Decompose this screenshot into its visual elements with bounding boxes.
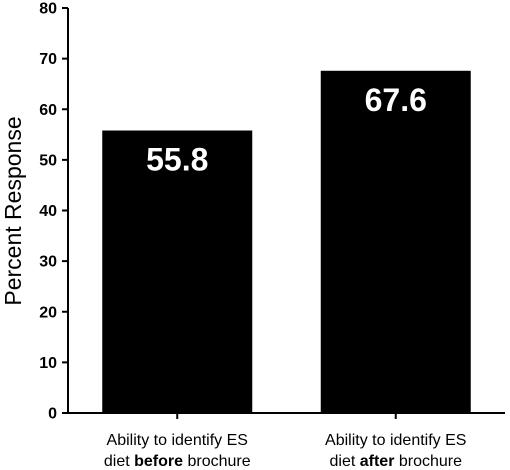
labels: 55.8 Ability to identify ES diet before br…: [104, 82, 467, 470]
x-category-label: Ability to identify ES: [107, 432, 248, 449]
x-category-label: Ability to identify ES: [325, 432, 466, 449]
bar-data-label: 67.6: [365, 82, 427, 118]
x-category-label-part: diet: [104, 453, 134, 470]
x-category-label-part: brochure: [394, 453, 462, 470]
x-category-label: diet after brochure: [329, 453, 462, 470]
x-category-label: diet before brochure: [104, 453, 251, 470]
axes: 0 10 20 30 40 50 60 70 80: [39, 1, 505, 423]
x-category-label-emphasis: after: [360, 453, 395, 470]
y-tick-label: 80: [39, 1, 57, 18]
y-tick-label: 10: [39, 355, 57, 372]
y-axis-label: Percent Response: [0, 116, 26, 305]
y-tick-label: 70: [39, 51, 57, 68]
bar: [102, 130, 253, 413]
x-category-label-part: brochure: [183, 453, 251, 470]
y-tick-label: 40: [39, 203, 57, 220]
x-category-label-emphasis: before: [134, 453, 183, 470]
y-tick-label: 20: [39, 304, 57, 321]
y-tick-label: 50: [39, 152, 57, 169]
bar-data-label: 55.8: [146, 142, 208, 178]
y-tick-label: 30: [39, 254, 57, 271]
bar: [320, 70, 471, 414]
y-tick-label: 0: [48, 406, 57, 423]
x-category-label-part: diet: [329, 453, 359, 470]
bars: [102, 70, 471, 414]
y-tick-label: 60: [39, 102, 57, 119]
